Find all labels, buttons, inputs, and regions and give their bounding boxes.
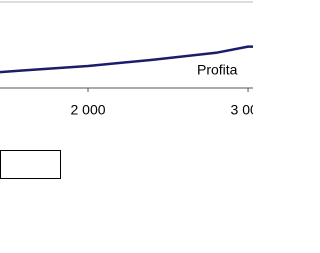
chart: Profita 2 000 3 000 bbox=[0, 1, 266, 179]
annotation: Profita bbox=[197, 62, 238, 78]
x-tick-label: 2 000 bbox=[70, 102, 105, 118]
legend-box bbox=[0, 150, 61, 179]
x-tick-label: 3 000 bbox=[231, 102, 253, 118]
series-line bbox=[0, 45, 253, 74]
